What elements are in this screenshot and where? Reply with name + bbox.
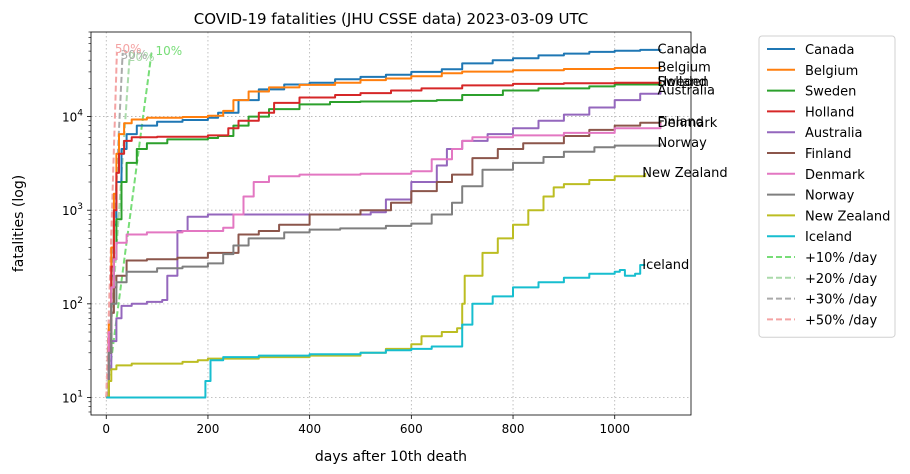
series-line [106, 172, 647, 399]
legend-label: Holland [805, 105, 854, 120]
series-end-label: Australia [657, 83, 715, 98]
series-end-label: Denmark [657, 116, 717, 131]
legend-label: +50% /day [805, 313, 878, 328]
growth-label: 20% [128, 50, 155, 64]
series-line [106, 81, 662, 399]
x-tick-label: 0 [102, 422, 110, 436]
legend: Canada Belgium Sweden Holland Australia Finla… [758, 35, 896, 338]
x-tick-label: 800 [502, 422, 525, 436]
series-end-label: Canada [657, 43, 706, 58]
legend-label: +20% /day [805, 272, 878, 287]
series-end-label: Norway [657, 136, 707, 151]
series-end-label: Finland [657, 115, 703, 130]
legend-label: Australia [805, 126, 863, 141]
legend-label: Finland [805, 147, 851, 162]
series-group [105, 48, 662, 399]
series-line [106, 67, 662, 399]
legend-label: Norway [805, 189, 855, 204]
x-tick-label: 600 [400, 422, 423, 436]
y-tick-label: 101 [62, 389, 83, 405]
series-line [106, 143, 662, 399]
legend-label: Iceland [805, 230, 852, 245]
axes-frame [90, 31, 692, 416]
x-tick-label: 400 [298, 422, 321, 436]
x-tick-label: 200 [196, 422, 219, 436]
y-tick-label: 104 [62, 109, 83, 125]
growth-label: 30% [121, 48, 148, 62]
legend-label: Sweden [805, 85, 856, 100]
legend-label: +30% /day [805, 293, 878, 308]
growth-line [105, 52, 153, 398]
series-end-label: Holland [657, 75, 706, 90]
y-tick-label: 102 [62, 296, 83, 312]
x-tick-label: 1000 [599, 422, 630, 436]
growth-label: 50% [115, 42, 142, 56]
legend-label: Belgium [805, 64, 858, 79]
growth-line [105, 52, 131, 398]
legend-label: Canada [805, 43, 854, 58]
y-tick-label: 103 [62, 202, 83, 218]
series-end-label: Belgium [657, 60, 710, 75]
series-end-label: New Zealand [642, 166, 727, 181]
series-line [106, 81, 662, 399]
series-line [106, 123, 662, 399]
legend-label: Denmark [805, 168, 865, 183]
growth-label: 10% [155, 44, 182, 58]
series-line [106, 121, 662, 399]
x-axis-title: days after 10th death [315, 449, 467, 465]
series-line [106, 90, 662, 399]
legend-label: +10% /day [805, 251, 878, 266]
chart-title: COVID-19 fatalities (JHU CSSE data) 2023… [194, 10, 588, 28]
series-line [106, 264, 646, 399]
y-axis-title: fatalities (log) [11, 175, 27, 272]
legend-label: New Zealand [805, 209, 890, 224]
series-end-label: Iceland [642, 258, 689, 273]
series-end-label: Sweden [657, 75, 708, 90]
plot-area: 10%20%30%50% Canada BelgiumSwedenHollandAu… [62, 31, 728, 436]
